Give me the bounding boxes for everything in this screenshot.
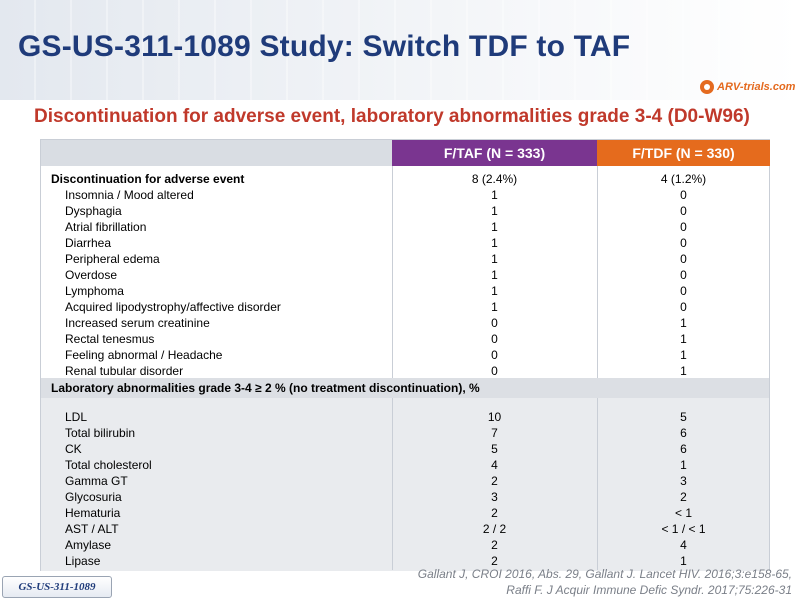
table-row: Amylase 2 4 xyxy=(65,538,687,552)
table-row: AST / ALT 2 / 2 < 1 / < 1 xyxy=(65,522,706,536)
table-row: Peripheral edema 1 0 xyxy=(65,252,687,266)
section-row-discontinuation: Discontinuation for adverse event 8 (2.4… xyxy=(51,172,707,186)
column-header-ftdf: F/TDF (N = 330) xyxy=(597,140,770,166)
slide-subtitle: Discontinuation for adverse event, labor… xyxy=(34,106,750,127)
table-row: Increased serum creatinine 0 1 xyxy=(65,316,687,330)
references-footnote: Gallant J, CROI 2016, Abs. 29, Gallant J… xyxy=(417,567,792,597)
table-row: Insomnia / Mood altered 1 0 xyxy=(65,188,687,202)
arv-trials-logo: ARV-trials.com xyxy=(700,78,795,96)
slide-title: GS-US-311-1089 Study: Switch TDF to TAF xyxy=(18,30,631,63)
table-row: Atrial fibrillation 1 0 xyxy=(65,220,687,234)
table-row: Feeling abnormal / Headache 0 1 xyxy=(65,348,687,362)
column-divider xyxy=(392,166,393,570)
table-row: Total cholesterol 4 1 xyxy=(65,458,687,472)
table-row: Glycosuria 3 2 xyxy=(65,490,687,504)
table-row: Hematuria 2 < 1 xyxy=(65,506,692,520)
table-row: Overdose 1 0 xyxy=(65,268,687,282)
column-header-ftaf: F/TAF (N = 333) xyxy=(392,140,597,166)
study-tag: GS-US-311-1089 xyxy=(2,576,112,598)
lab-section-body xyxy=(41,398,769,571)
table-header-blank xyxy=(41,140,392,166)
section-row-lab-abnormalities: Laboratory abnormalities grade 3-4 ≥ 2 %… xyxy=(41,378,769,398)
header-band xyxy=(0,0,800,100)
table-row: Renal tubular disorder 0 1 xyxy=(65,364,687,378)
arv-logo-icon xyxy=(700,80,714,94)
results-table: F/TAF (N = 333) F/TDF (N = 330) Disconti… xyxy=(40,139,770,571)
table-row: Acquired lipodystrophy/affective disorde… xyxy=(65,300,687,314)
table-row: Lymphoma 1 0 xyxy=(65,284,687,298)
table-row: Rectal tenesmus 0 1 xyxy=(65,332,687,346)
table-row: CK 5 6 xyxy=(65,442,687,456)
table-row: Dysphagia 1 0 xyxy=(65,204,687,218)
table-row: Total bilirubin 7 6 xyxy=(65,426,687,440)
column-divider xyxy=(597,166,598,570)
table-row: Diarrhea 1 0 xyxy=(65,236,687,250)
table-row: Lipase 2 1 xyxy=(65,554,687,568)
table-row: Gamma GT 2 3 xyxy=(65,474,687,488)
table-row: LDL 10 5 xyxy=(65,410,687,424)
logo-text: ARV-trials.com xyxy=(717,81,796,93)
